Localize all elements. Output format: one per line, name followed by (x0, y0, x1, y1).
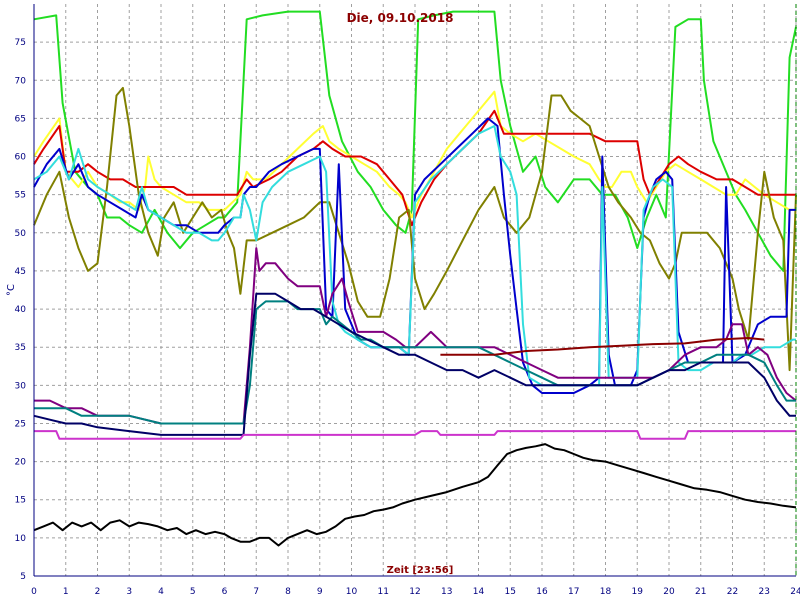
x-tick-label: 5 (190, 587, 196, 597)
y-tick-label: 10 (15, 534, 27, 544)
x-tick-label: 3 (126, 587, 132, 597)
series-line-9 (33, 292, 796, 436)
series-line-1 (33, 10, 797, 272)
x-tick-label: 6 (222, 587, 228, 597)
y-tick-label: 75 (15, 38, 26, 48)
x-axis-label: Zeit [23:56] (387, 565, 454, 576)
y-axis-label: °C (6, 284, 17, 296)
x-tick-label: 2 (95, 587, 101, 597)
x-tick-label: 9 (317, 587, 323, 597)
x-tick-label: 18 (600, 587, 612, 597)
y-tick-label: 25 (15, 419, 26, 429)
x-tick-label: 15 (505, 587, 516, 597)
x-tick-label: 11 (378, 587, 389, 597)
series-line-10 (440, 337, 765, 356)
x-tick-label: 13 (441, 587, 452, 597)
y-tick-label: 20 (15, 458, 27, 468)
x-tick-label: 1 (63, 587, 69, 597)
chart-axes (33, 4, 797, 577)
x-tick-label: 16 (536, 587, 548, 597)
series-line-12 (33, 443, 797, 547)
x-tick-label: 0 (31, 587, 37, 597)
y-tick-label: 30 (15, 381, 27, 391)
x-tick-label: 17 (568, 587, 579, 597)
series-line-11 (34, 430, 796, 440)
y-tick-label: 60 (15, 153, 27, 163)
x-tick-label: 8 (285, 587, 291, 597)
x-tick-label: 7 (253, 587, 259, 597)
y-tick-label: 5 (20, 572, 26, 582)
x-tick-label: 4 (158, 587, 164, 597)
chart-tick-labels: 0 1 2 3 4 5 6 7 8 9 10 11 12 13 14 15 16 17 18 19 20 21 22 23 24… (15, 38, 800, 597)
y-tick-label: 70 (15, 76, 27, 86)
x-tick-label: 23 (759, 587, 770, 597)
series-line-4 (33, 86, 797, 372)
x-tick-label: 19 (632, 587, 644, 597)
chart-title: Die, 09.10.2018 (347, 11, 454, 25)
y-tick-label: 35 (15, 343, 26, 353)
x-tick-label: 14 (473, 587, 485, 597)
chart-series (33, 10, 797, 547)
x-tick-label: 12 (409, 587, 420, 597)
y-tick-label: 65 (15, 114, 26, 124)
x-tick-label: 10 (346, 587, 358, 597)
y-tick-label: 40 (15, 305, 27, 315)
x-tick-label: 24 (790, 587, 800, 597)
y-tick-label: 55 (15, 191, 26, 201)
y-tick-label: 50 (15, 229, 27, 239)
x-tick-label: 21 (695, 587, 706, 597)
y-tick-label: 45 (15, 267, 26, 277)
x-tick-label: 22 (727, 587, 738, 597)
series-line-8 (34, 300, 796, 425)
y-tick-label: 15 (15, 496, 26, 506)
x-tick-label: 20 (663, 587, 675, 597)
